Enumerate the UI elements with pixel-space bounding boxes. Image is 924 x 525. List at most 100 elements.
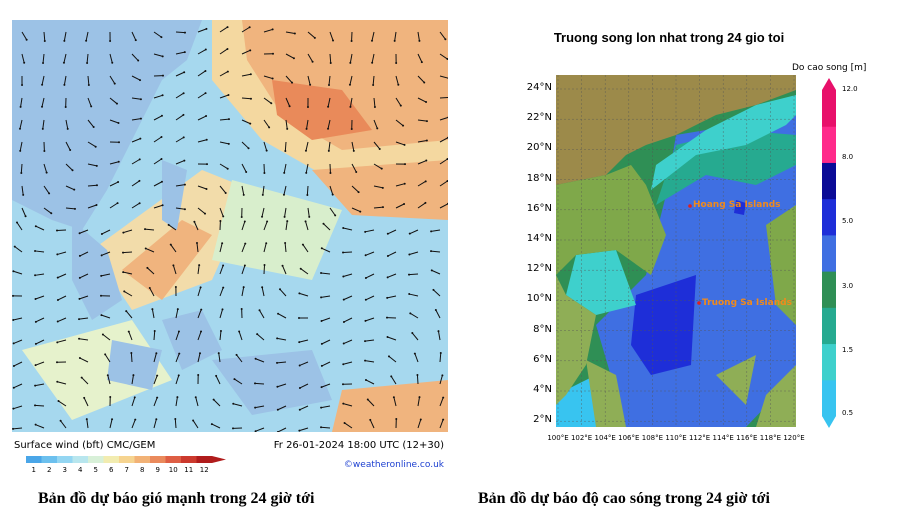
wind-arrow — [153, 31, 162, 38]
wind-arrow-head — [395, 61, 398, 64]
wind-arrow — [130, 352, 133, 363]
wind-arrow-head — [283, 171, 286, 174]
wind-arrow-head — [83, 396, 86, 399]
wind-arrow-head — [261, 215, 264, 218]
wind-arrow-head — [153, 330, 156, 333]
wind-arrow-head — [298, 408, 301, 411]
wind-arrow — [101, 314, 111, 319]
wind-arrow-head — [226, 47, 229, 50]
wind-arrow — [417, 97, 427, 103]
wind-arrow-head — [193, 220, 196, 223]
wind-arrow — [131, 202, 140, 209]
wind-arrow-head — [227, 118, 230, 121]
wind-arrow-head — [392, 396, 395, 399]
wind-arrow-head — [352, 149, 355, 152]
wind-arrow-head — [242, 286, 245, 289]
wind-arrow-head — [434, 309, 437, 312]
wind-arrow-head — [222, 264, 225, 267]
wind-arrow — [241, 49, 251, 55]
wind-arrow — [263, 141, 268, 151]
wind-arrow — [306, 185, 309, 196]
wind-arrow — [241, 265, 246, 275]
wind-arrow-head — [194, 396, 197, 399]
wind-arrow-head — [364, 230, 367, 233]
latitude-tick-label: 6°N — [533, 353, 552, 365]
wind-arrow — [195, 397, 199, 407]
wind-arrow-head — [117, 141, 120, 144]
wind-arrow — [417, 140, 427, 143]
wind-arrow — [41, 75, 45, 85]
wind-arrow — [263, 28, 273, 33]
wind-arrow-head — [446, 158, 448, 161]
wind-arrow-head — [78, 337, 81, 340]
wind-arrow-head — [222, 286, 225, 289]
wind-arrow — [365, 339, 375, 342]
wind-arrow — [21, 185, 24, 195]
wind-arrow — [262, 185, 265, 195]
wind-arrow — [19, 141, 23, 151]
wind-arrow-head — [183, 183, 186, 186]
wind-arrow — [328, 75, 331, 86]
wind-arrow — [65, 163, 73, 171]
wind-arrow-head — [372, 83, 375, 86]
wind-arrow-head — [442, 396, 445, 399]
wind-arrow — [373, 163, 382, 170]
latitude-tick-label: 24°N — [526, 82, 552, 93]
wind-arrow — [175, 160, 185, 165]
wind-arrow-head — [183, 159, 186, 162]
wind-arrow — [277, 427, 287, 432]
wind-arrow-head — [278, 288, 281, 291]
wind-arrow — [131, 118, 141, 121]
wind-arrow — [153, 353, 157, 363]
wind-arrow — [233, 403, 243, 407]
wind-arrow — [349, 97, 353, 107]
wind-arrow-head — [387, 355, 390, 358]
wind-arrow — [13, 405, 23, 410]
wind-arrow-head — [12, 427, 15, 430]
wind-arrow — [102, 334, 111, 341]
wind-arrow — [256, 333, 265, 341]
wind-arrow-head — [243, 220, 246, 223]
wind-arrow-head — [390, 375, 393, 378]
wind-arrow-head — [12, 342, 15, 345]
wind-arrow — [390, 376, 397, 385]
wind-arrow — [417, 53, 423, 63]
wind-arrow-head — [224, 191, 227, 194]
wind-arrow-head — [304, 220, 307, 223]
wind-arrow — [131, 158, 140, 165]
wind-arrow-head — [122, 271, 125, 274]
wind-arrow-head — [125, 310, 128, 313]
wind-arrow — [109, 75, 116, 84]
wind-arrow — [263, 75, 273, 80]
wind-arrow — [236, 354, 243, 363]
wind-arrow — [395, 203, 405, 209]
wind-arrow-head — [243, 264, 246, 267]
wind-arrow — [263, 264, 266, 275]
wind-scale-swatch — [196, 456, 212, 463]
wind-color-scale: 1 2 3 4 5 6 7 8 9 10 11 12 — [26, 456, 226, 474]
wind-arrow — [21, 53, 25, 63]
wind-arrow — [197, 331, 202, 341]
wind-arrow-head — [73, 207, 76, 210]
wind-arrow-head — [342, 251, 345, 254]
wind-arrow — [395, 141, 405, 146]
wind-arrow-head — [408, 293, 411, 296]
wind-arrow-head — [12, 407, 15, 410]
wind-arrow — [83, 397, 89, 407]
wind-arrow — [153, 375, 158, 385]
wind-arrow-head — [424, 201, 427, 204]
wind-scale-tick: 11 — [184, 466, 193, 474]
wind-arrow — [197, 265, 200, 275]
wind-arrow — [241, 26, 250, 33]
wind-arrow — [417, 180, 426, 187]
wind-arrow — [409, 251, 419, 255]
truong-sa-label: Truong Sa Islands — [702, 298, 792, 308]
wind-scale-tick: 9 — [156, 466, 160, 474]
wind-arrow — [439, 116, 448, 121]
wind-arrow-head — [73, 188, 76, 191]
wind-arrow — [35, 295, 45, 300]
wind-arrow-head — [134, 39, 137, 42]
wind-arrow-head — [320, 426, 323, 429]
wind-arrow-head — [369, 418, 372, 421]
wind-arrow — [439, 203, 448, 209]
